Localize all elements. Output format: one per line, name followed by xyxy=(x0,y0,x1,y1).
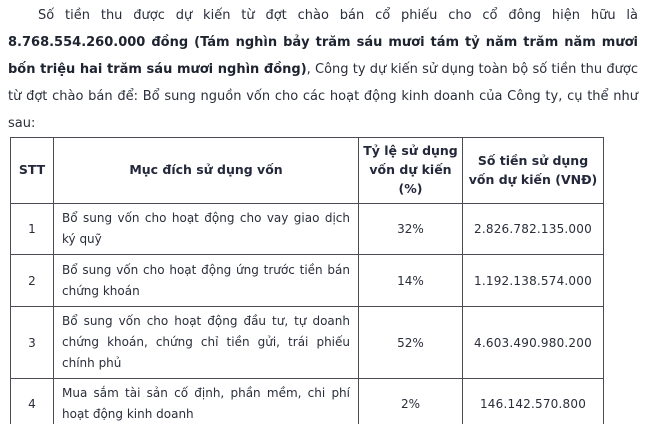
cell-stt: 2 xyxy=(10,254,54,307)
intro-text-tail: , Công ty dự kiến sử dụng toàn bộ số tiề… xyxy=(8,62,638,131)
cell-purpose: Bổ sung vốn cho hoạt động ứng trước tiền… xyxy=(53,254,359,307)
cell-stt: 1 xyxy=(10,203,54,255)
cell-stt: 4 xyxy=(10,378,54,424)
cell-purpose: Bổ sung vốn cho hoạt động cho vay giao d… xyxy=(53,203,359,255)
table-row: 4 Mua sắm tài sản cố định, phần mềm, chi… xyxy=(10,378,604,424)
cell-amount: 4.603.490.980.200 xyxy=(462,306,604,379)
table-header-row: STT Mục đích sử dụng vốn Tỷ lệ sử dụng v… xyxy=(10,137,604,204)
cell-amount: 2.826.782.135.000 xyxy=(462,203,604,255)
intro-amount-bold: 8.768.554.260.000 đồng (Tám nghìn bảy tr… xyxy=(8,35,638,77)
cell-amount: 1.192.138.574.000 xyxy=(462,254,604,307)
cell-stt: 3 xyxy=(10,306,54,379)
header-amount: Số tiền sử dụng vốn dự kiến (VNĐ) xyxy=(462,137,604,204)
header-stt: STT xyxy=(10,137,54,204)
cell-amount: 146.142.570.800 xyxy=(462,378,604,424)
table-row: 1 Bổ sung vốn cho hoạt động cho vay giao… xyxy=(10,203,604,255)
cell-purpose: Bổ sung vốn cho hoạt động đầu tư, tự doa… xyxy=(53,306,359,379)
cell-ratio: 14% xyxy=(358,254,463,307)
cell-ratio: 52% xyxy=(358,306,463,379)
intro-text-lead: Số tiền thu được dự kiến từ đợt chào bán… xyxy=(38,8,638,23)
table-row: 3 Bổ sung vốn cho hoạt động đầu tư, tự d… xyxy=(10,306,604,379)
intro-paragraph: Số tiền thu được dự kiến từ đợt chào bán… xyxy=(8,2,638,137)
cell-ratio: 2% xyxy=(358,378,463,424)
cell-purpose: Mua sắm tài sản cố định, phần mềm, chi p… xyxy=(53,378,359,424)
header-purpose: Mục đích sử dụng vốn xyxy=(53,137,359,204)
header-ratio: Tỷ lệ sử dụng vốn dự kiến (%) xyxy=(358,137,463,204)
capital-usage-table: STT Mục đích sử dụng vốn Tỷ lệ sử dụng v… xyxy=(10,137,604,424)
table-row: 2 Bổ sung vốn cho hoạt động ứng trước ti… xyxy=(10,254,604,307)
cell-ratio: 32% xyxy=(358,203,463,255)
